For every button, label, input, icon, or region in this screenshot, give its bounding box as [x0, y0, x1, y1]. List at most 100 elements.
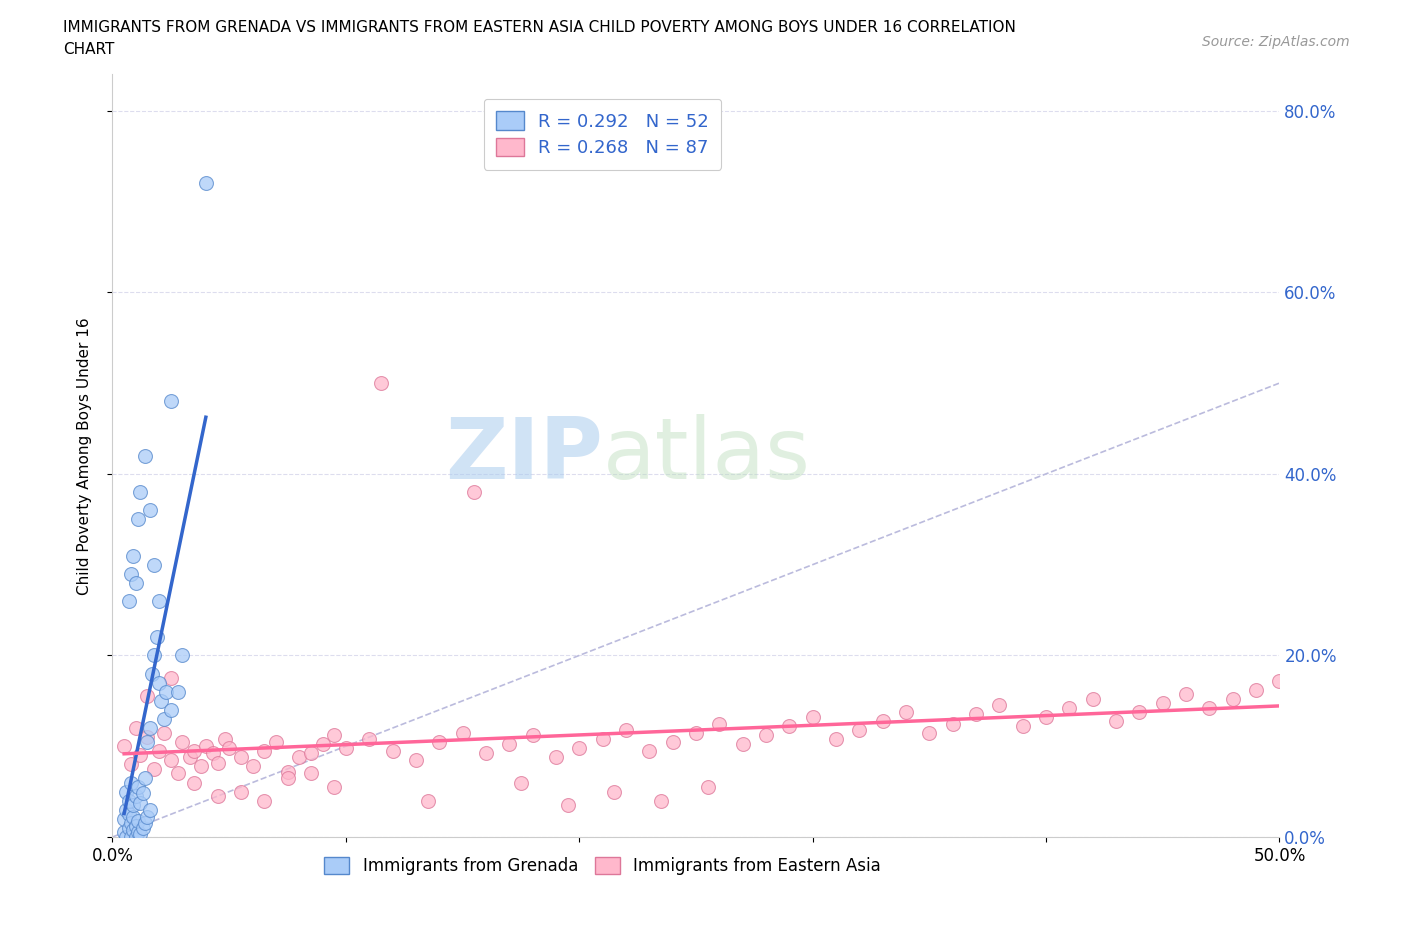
Point: [127, 512, 149, 526]
Point: [136, 735, 159, 750]
Point: [848, 723, 870, 737]
Point: [592, 732, 614, 747]
Point: [190, 759, 212, 774]
Point: [229, 784, 252, 799]
Point: [115, 784, 138, 799]
Point: [323, 779, 346, 794]
Point: [1268, 673, 1291, 688]
Point: [650, 793, 672, 808]
Point: [120, 830, 142, 844]
Point: [146, 630, 169, 644]
Point: [132, 820, 155, 835]
Point: [127, 825, 149, 840]
Point: [1011, 719, 1033, 734]
Point: [112, 811, 135, 826]
Point: [214, 732, 236, 747]
Point: [136, 810, 159, 825]
Point: [1175, 686, 1198, 701]
Point: [253, 743, 276, 758]
Point: [125, 576, 148, 591]
Point: [1081, 692, 1104, 707]
Point: [139, 803, 162, 817]
Point: [125, 721, 148, 736]
Point: [122, 810, 145, 825]
Point: [148, 675, 170, 690]
Point: [872, 713, 894, 728]
Point: [143, 762, 166, 777]
Point: [755, 728, 778, 743]
Point: [801, 710, 824, 724]
Point: [148, 743, 170, 758]
Point: [129, 748, 152, 763]
Point: [427, 735, 450, 750]
Point: [207, 789, 229, 804]
Point: [1105, 713, 1128, 728]
Point: [120, 775, 142, 790]
Point: [166, 766, 188, 781]
Point: [201, 746, 224, 761]
Point: [160, 393, 183, 408]
Point: [696, 779, 718, 794]
Point: [141, 666, 163, 681]
Point: [179, 750, 201, 764]
Point: [218, 740, 240, 755]
Point: [614, 723, 637, 737]
Point: [134, 771, 156, 786]
Point: [112, 738, 135, 753]
Point: [125, 789, 148, 804]
Point: [118, 793, 141, 808]
Text: CHART: CHART: [63, 42, 115, 57]
Point: [172, 648, 194, 663]
Point: [299, 766, 322, 781]
Point: [115, 830, 138, 844]
Point: [1035, 710, 1057, 724]
Point: [120, 757, 142, 772]
Point: [370, 376, 392, 391]
Point: [136, 689, 159, 704]
Point: [603, 784, 626, 799]
Point: [125, 818, 148, 833]
Point: [276, 764, 298, 779]
Point: [132, 786, 155, 801]
Point: [194, 176, 217, 191]
Point: [299, 746, 322, 761]
Point: [335, 740, 357, 755]
Point: [134, 448, 156, 463]
Point: [638, 743, 661, 758]
Point: [125, 830, 148, 844]
Point: [451, 725, 474, 740]
Text: IMMIGRANTS FROM GRENADA VS IMMIGRANTS FROM EASTERN ASIA CHILD POVERTY AMONG BOYS: IMMIGRANTS FROM GRENADA VS IMMIGRANTS FR…: [63, 20, 1017, 35]
Point: [143, 557, 166, 572]
Point: [150, 694, 173, 709]
Point: [122, 822, 145, 837]
Point: [160, 671, 183, 685]
Point: [825, 732, 848, 747]
Point: [229, 750, 252, 764]
Point: [778, 719, 800, 734]
Point: [942, 716, 965, 731]
Point: [122, 798, 145, 813]
Point: [129, 795, 152, 810]
Point: [1198, 700, 1220, 715]
Point: [136, 730, 159, 745]
Point: [1059, 700, 1081, 715]
Point: [685, 725, 707, 740]
Point: [153, 711, 176, 726]
Point: [120, 816, 142, 830]
Point: [183, 743, 205, 758]
Point: [276, 771, 298, 786]
Point: [242, 759, 264, 774]
Point: [264, 735, 287, 750]
Y-axis label: Child Poverty Among Boys Under 16: Child Poverty Among Boys Under 16: [77, 317, 91, 594]
Point: [731, 737, 754, 751]
Point: [127, 779, 149, 794]
Point: [155, 684, 177, 699]
Point: [194, 738, 217, 753]
Point: [568, 740, 591, 755]
Point: [509, 775, 531, 790]
Point: [253, 793, 276, 808]
Point: [118, 807, 141, 822]
Point: [183, 775, 205, 790]
Point: [311, 737, 333, 751]
Point: [557, 798, 579, 813]
